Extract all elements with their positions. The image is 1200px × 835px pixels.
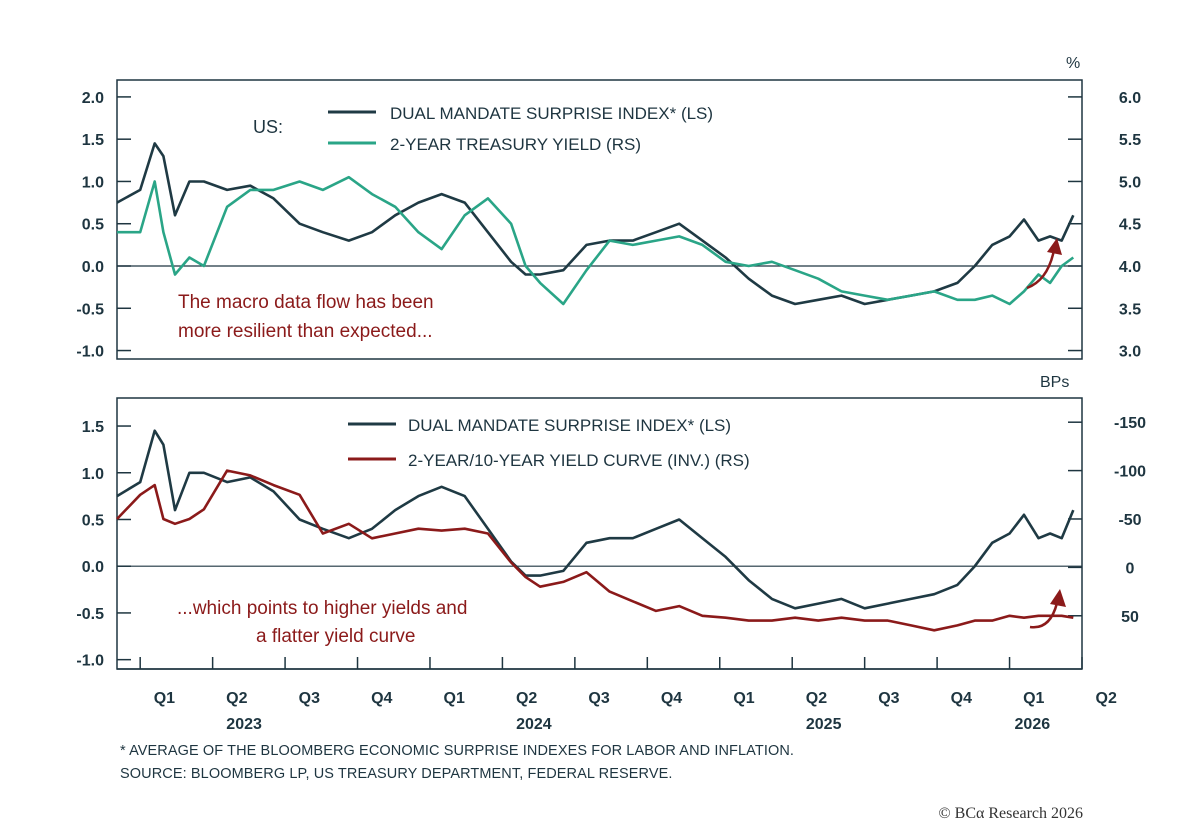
source-note: SOURCE: BLOOMBERG LP, US TREASURY DEPART… — [120, 766, 673, 782]
x-quarter-label: Q3 — [588, 690, 609, 707]
bottom-left-tick-label: 1.0 — [82, 466, 104, 483]
top-right-tick-label: 4.5 — [1119, 217, 1141, 234]
bottom-left-tick-label: 0.0 — [82, 559, 104, 576]
bottom-annotation-line-2: a flatter yield curve — [256, 626, 415, 647]
top-annotation-line-1: The macro data flow has been — [178, 292, 434, 313]
x-axis-ticks: Q1 Q2 Q3 Q4 Q1 Q2 Q3 Q4 Q1 Q2 Q3 Q4 Q1 Q2 2023 2024 2025… — [139, 657, 1117, 733]
top-right-tick-label: 3.5 — [1119, 301, 1141, 318]
top-right-tick-label: 6.0 — [1119, 90, 1141, 107]
bottom-annotation-line-1: ...which points to higher yields and — [177, 598, 467, 619]
top-left-axis: 2.0 1.5 1.0 0.5 0.0 -0.5 -1.0 — [76, 90, 131, 361]
x-year-label: 2023 — [226, 716, 262, 733]
bottom-right-unit: BPs — [1040, 374, 1069, 391]
bottom-right-axis: -150 -100 -50 0 50 — [1068, 415, 1146, 626]
bottom-left-tick-label: 1.5 — [82, 419, 104, 436]
copyright-logo: © BCα Research 2026 — [938, 805, 1083, 822]
x-quarter-label: Q2 — [1096, 690, 1117, 707]
top-right-unit: % — [1066, 55, 1080, 72]
x-year-label: 2024 — [516, 716, 552, 733]
bottom-series-group — [116, 429, 1075, 632]
region-label: US: — [253, 117, 283, 137]
bottom-left-tick-label: 0.5 — [82, 512, 104, 529]
legend-label-curve: 2-YEAR/10-YEAR YIELD CURVE (INV.) (RS) — [408, 451, 750, 470]
footnote: * AVERAGE OF THE BLOOMBERG ECONOMIC SURP… — [120, 743, 795, 759]
top-left-tick-label: 1.5 — [82, 132, 104, 149]
x-quarter-label: Q3 — [878, 690, 899, 707]
x-quarter-label: Q2 — [226, 690, 247, 707]
x-year-label: 2025 — [806, 716, 842, 733]
x-year-label: 2026 — [1015, 716, 1051, 733]
bottom-right-tick-label: -150 — [1114, 415, 1146, 432]
legend-label-yield: 2-YEAR TREASURY YIELD (RS) — [390, 135, 641, 154]
bottom-right-tick-label: -100 — [1114, 464, 1146, 481]
top-series-group — [116, 142, 1075, 306]
x-axis: Q1 Q2 Q3 Q4 Q1 Q2 Q3 Q4 Q1 Q2 Q3 Q4 Q1 Q2 2023 2024 2025… — [117, 657, 1117, 733]
x-quarter-label: Q1 — [154, 690, 175, 707]
top-arrowhead-icon — [1047, 238, 1062, 255]
top-left-tick-label: 0.5 — [82, 217, 104, 234]
x-quarter-label: Q2 — [806, 690, 827, 707]
top-panel: 2.0 1.5 1.0 0.5 0.0 -0.5 -1.0 6.0 5.5 5.0 4.5 4.0 3… — [76, 55, 1141, 361]
x-quarter-label: Q3 — [299, 690, 320, 707]
bottom-left-tick-label: -1.0 — [76, 653, 104, 670]
top-right-tick-label: 5.0 — [1119, 174, 1141, 191]
top-annotation-line-2: more resilient than expected... — [178, 321, 433, 342]
top-right-axis: 6.0 5.5 5.0 4.5 4.0 3.5 3.0 — [1068, 90, 1141, 361]
top-series-line-surprise — [116, 142, 1075, 306]
x-quarter-label: Q1 — [1023, 690, 1044, 707]
bottom-up-arrow-icon — [1029, 602, 1059, 629]
bottom-arrowhead-icon — [1050, 589, 1066, 607]
bottom-series-line-surprise — [116, 429, 1075, 610]
bottom-left-axis: 1.5 1.0 0.5 0.0 -0.5 -1.0 — [76, 419, 131, 670]
top-up-arrow-icon — [1026, 249, 1056, 290]
top-series-line-yield — [117, 175, 1075, 306]
x-quarter-label: Q4 — [951, 690, 972, 707]
top-plot-frame — [116, 79, 1083, 360]
top-left-tick-label: -1.0 — [76, 344, 104, 361]
x-quarter-label: Q4 — [661, 690, 682, 707]
bottom-right-tick-label: -50 — [1118, 512, 1141, 529]
top-right-tick-label: 4.0 — [1119, 259, 1141, 276]
bottom-right-tick-label: 0 — [1126, 560, 1135, 577]
x-quarter-label: Q4 — [371, 690, 392, 707]
top-right-tick-label: 3.0 — [1119, 344, 1141, 361]
bottom-left-tick-label: -0.5 — [76, 606, 104, 623]
legend-label-surprise-bottom: DUAL MANDATE SURPRISE INDEX* (LS) — [408, 416, 731, 435]
top-right-tick-label: 5.5 — [1119, 132, 1141, 149]
x-quarter-label: Q2 — [516, 690, 537, 707]
legend-label-surprise-top: DUAL MANDATE SURPRISE INDEX* (LS) — [390, 104, 713, 123]
x-quarter-label: Q1 — [444, 690, 465, 707]
top-left-tick-label: 0.0 — [82, 259, 104, 276]
top-left-tick-label: -0.5 — [76, 301, 104, 318]
bottom-right-tick-label: 50 — [1121, 609, 1139, 626]
top-left-tick-label: 2.0 — [82, 90, 104, 107]
bottom-series-line-curve — [116, 469, 1074, 632]
x-quarter-label: Q1 — [733, 690, 754, 707]
top-left-tick-label: 1.0 — [82, 174, 104, 191]
